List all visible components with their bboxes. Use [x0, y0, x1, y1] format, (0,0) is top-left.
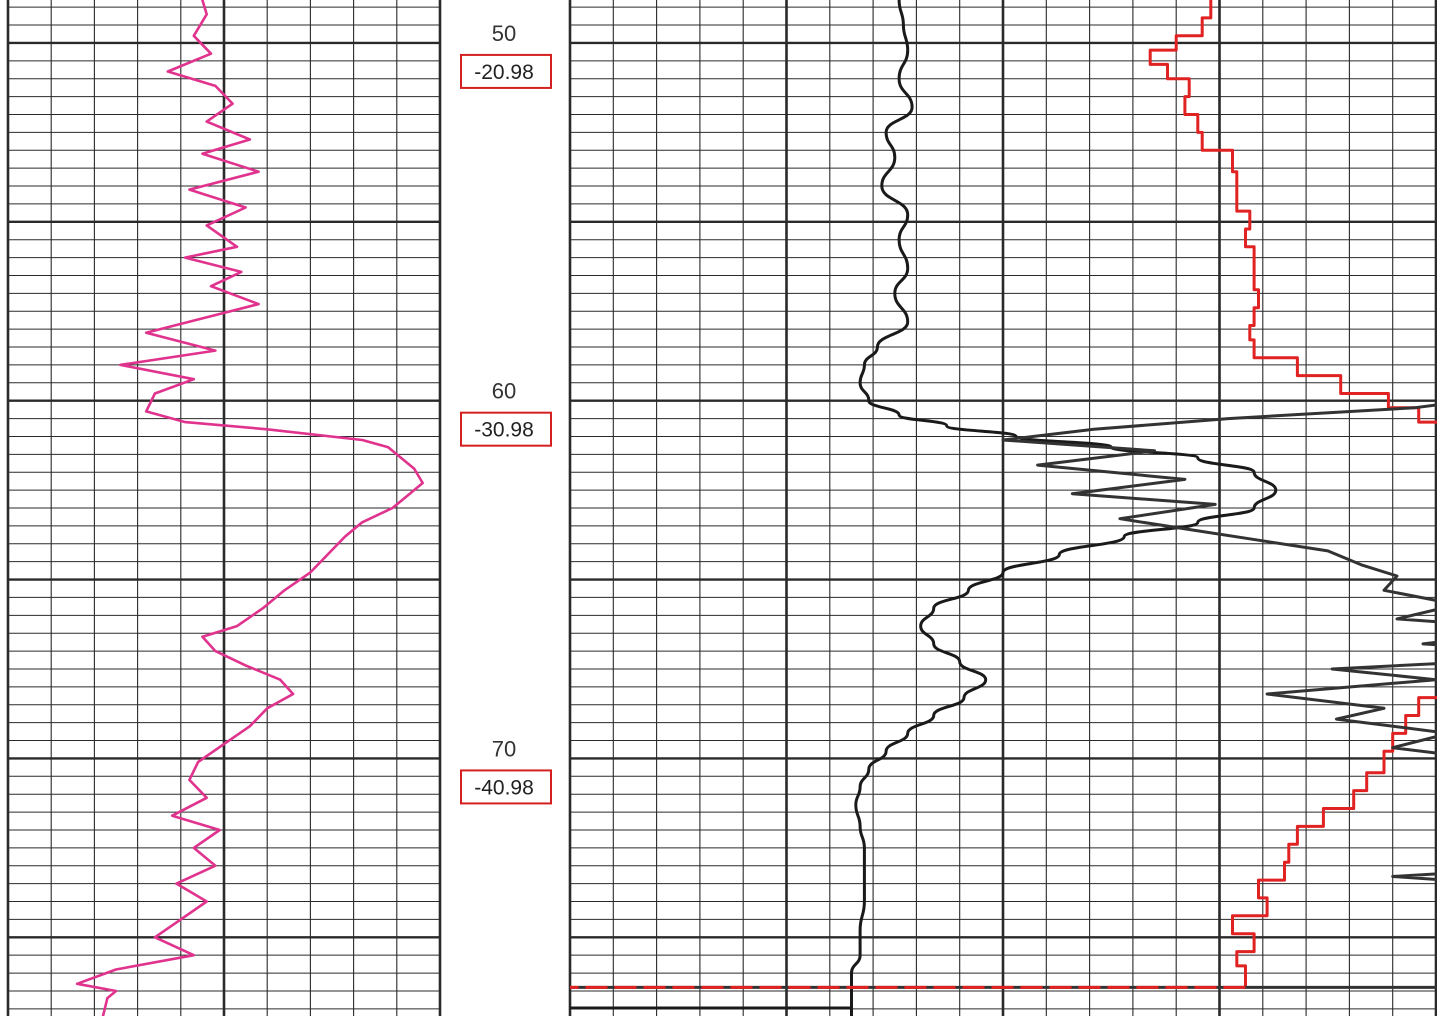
curve-right-1 — [1148, 0, 1437, 989]
depth-column: 50 -20.98 60 -30.98 70 -40.98 — [460, 21, 552, 805]
black-curve-end-line — [570, 994, 853, 1010]
elevation-label: -30.98 — [474, 419, 534, 442]
elevation-box — [460, 411, 552, 447]
elevation-label: -40.98 — [474, 776, 534, 799]
right-track-grid — [568, 0, 1437, 1016]
elevation-box — [460, 769, 552, 805]
depth-tick-label: 70 — [492, 736, 516, 761]
curve-right-2 — [1001, 403, 1437, 882]
curve-right-0 — [850, 0, 1278, 1016]
curve-left-0 — [75, 0, 424, 1016]
depth-tick-label: 60 — [492, 379, 516, 404]
depth-tick-label: 50 — [492, 21, 516, 46]
elevation-label: -20.98 — [474, 61, 534, 84]
log-curves — [75, 0, 1437, 1016]
left-track-grid — [6, 0, 442, 1016]
elevation-box — [460, 53, 552, 89]
